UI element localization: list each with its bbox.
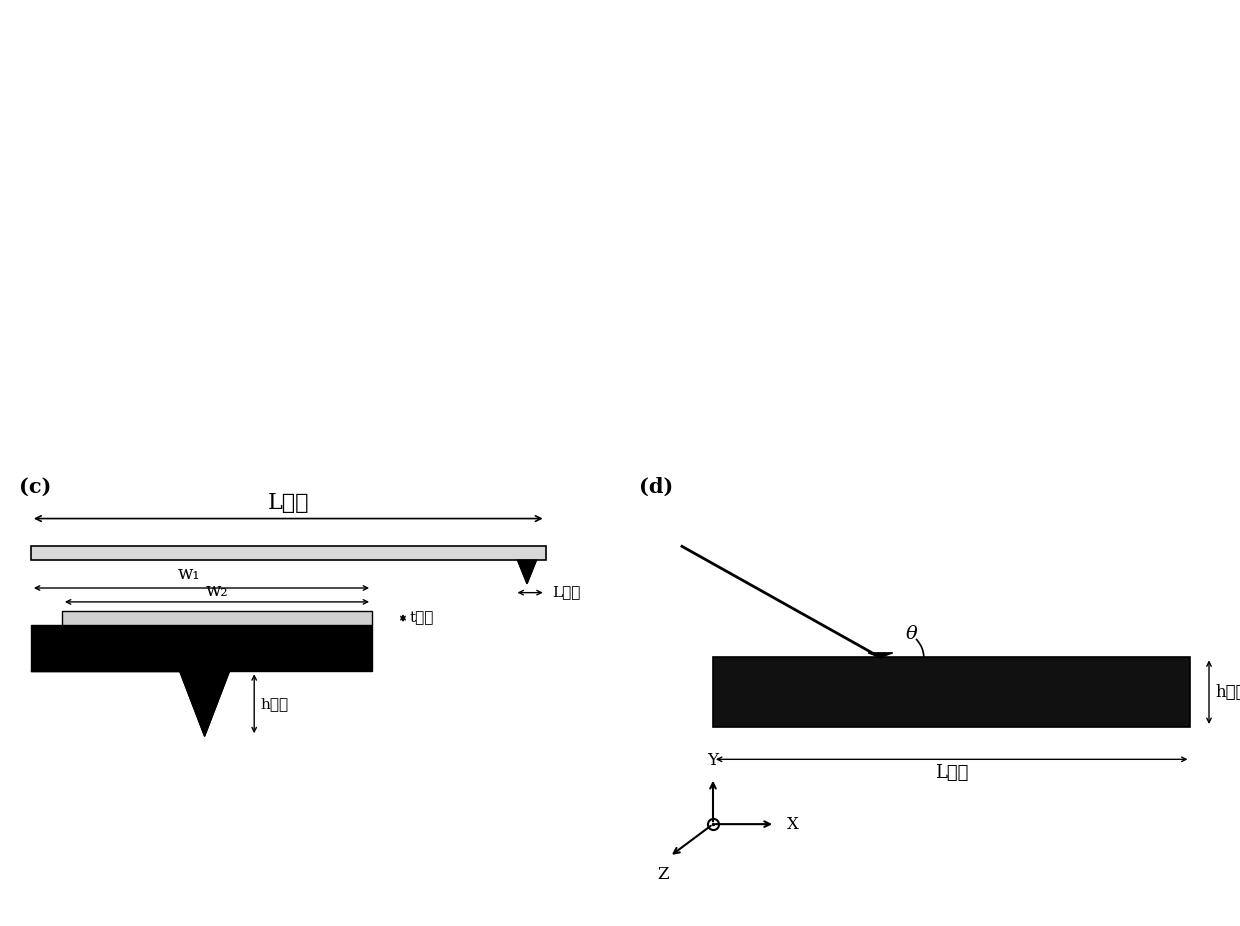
- Text: SEI   30kV      WD10mm   SS37              x160      100μm: SEI 30kV WD10mm SS37 x160 100μm: [19, 388, 290, 398]
- Text: Y: Y: [708, 752, 718, 769]
- Text: w₁: w₁: [564, 202, 585, 219]
- Text: L针尖: L针尖: [552, 585, 580, 600]
- Text: (a): (a): [19, 28, 52, 48]
- Bar: [62, 625, 372, 671]
- Text: w₂: w₂: [206, 582, 228, 600]
- Text: SEI   30kV     WD10mm   SS37           x2,300    10μm: SEI 30kV WD10mm SS37 x2,300 10μm: [639, 388, 894, 398]
- Polygon shape: [868, 653, 893, 657]
- Text: h样品: h样品: [1215, 683, 1240, 701]
- Bar: [713, 657, 1190, 727]
- Text: w₁: w₁: [177, 566, 201, 583]
- Text: (c): (c): [19, 477, 51, 497]
- Polygon shape: [180, 671, 229, 736]
- Text: L针尖: L针尖: [873, 47, 906, 65]
- Text: L样品: L样品: [935, 764, 968, 782]
- Text: L悬臂: L悬臂: [260, 245, 298, 263]
- Text: θ: θ: [905, 625, 916, 643]
- Bar: [31, 625, 62, 671]
- Polygon shape: [518, 560, 537, 583]
- Text: Z: Z: [657, 866, 670, 882]
- Text: t悬臂: t悬臂: [626, 224, 651, 239]
- Text: L悬臂: L悬臂: [268, 492, 309, 514]
- Text: t悬臂: t悬臂: [409, 611, 434, 625]
- Bar: [31, 546, 546, 560]
- Bar: [62, 611, 372, 625]
- Text: (d): (d): [639, 477, 673, 497]
- Text: (b): (b): [639, 28, 673, 48]
- Text: w₂: w₂: [432, 202, 453, 219]
- Text: X: X: [787, 816, 800, 832]
- Text: h针尖: h针尖: [1079, 144, 1110, 161]
- Text: h针尖: h针尖: [260, 696, 289, 711]
